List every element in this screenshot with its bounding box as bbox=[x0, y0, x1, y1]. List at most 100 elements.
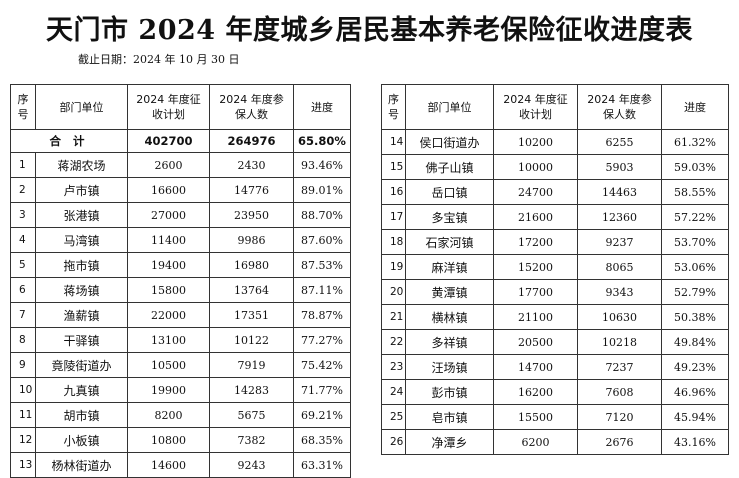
row-plan: 21100 bbox=[493, 304, 578, 330]
row-unit: 石家河镇 bbox=[405, 229, 494, 255]
row-progress: 52.79% bbox=[661, 279, 729, 305]
row-enrolled: 8065 bbox=[577, 254, 662, 280]
row-seq: 24 bbox=[381, 379, 406, 405]
row-seq: 6 bbox=[10, 277, 36, 303]
header-progress: 进度 bbox=[661, 84, 729, 130]
row-unit: 横林镇 bbox=[405, 304, 494, 330]
row-progress: 87.11% bbox=[293, 277, 351, 303]
row-unit: 岳口镇 bbox=[405, 179, 494, 205]
row-seq: 2 bbox=[10, 177, 36, 203]
row-unit: 蒋湖农场 bbox=[35, 152, 128, 178]
row-enrolled: 9343 bbox=[577, 279, 662, 305]
row-progress: 46.96% bbox=[661, 379, 729, 405]
header-plan: 2024 年度征收计划 bbox=[127, 84, 210, 130]
table-row: 26 净潭乡 6200 2676 43.16% bbox=[381, 429, 729, 455]
row-enrolled: 9986 bbox=[209, 227, 294, 253]
table-row: 5 拖市镇 19400 16980 87.53% bbox=[10, 252, 351, 278]
row-progress: 93.46% bbox=[293, 152, 351, 178]
row-seq: 3 bbox=[10, 202, 36, 228]
table-row: 24 彭市镇 16200 7608 46.96% bbox=[381, 379, 729, 405]
row-seq: 21 bbox=[381, 304, 406, 330]
row-seq: 12 bbox=[10, 427, 36, 453]
table-row: 23 汪场镇 14700 7237 49.23% bbox=[381, 354, 729, 380]
row-plan: 19900 bbox=[127, 377, 210, 403]
row-unit: 张港镇 bbox=[35, 202, 128, 228]
table-row: 20 黄潭镇 17700 9343 52.79% bbox=[381, 279, 729, 305]
row-unit: 多祥镇 bbox=[405, 329, 494, 355]
row-enrolled: 12360 bbox=[577, 204, 662, 230]
row-plan: 13100 bbox=[127, 327, 210, 353]
row-unit: 小板镇 bbox=[35, 427, 128, 453]
date-label: 截止日期：2024 年 10 月 30 日 bbox=[78, 53, 240, 66]
row-unit: 佛子山镇 bbox=[405, 154, 494, 180]
row-enrolled: 5903 bbox=[577, 154, 662, 180]
table-row: 3 张港镇 27000 23950 88.70% bbox=[10, 202, 351, 228]
row-plan: 17700 bbox=[493, 279, 578, 305]
header-unit: 部门单位 bbox=[35, 84, 128, 130]
table-row: 17 多宝镇 21600 12360 57.22% bbox=[381, 204, 729, 230]
row-seq: 17 bbox=[381, 204, 406, 230]
row-enrolled: 16980 bbox=[209, 252, 294, 278]
row-plan: 20500 bbox=[493, 329, 578, 355]
row-plan: 24700 bbox=[493, 179, 578, 205]
row-plan: 10500 bbox=[127, 352, 210, 378]
row-plan: 15200 bbox=[493, 254, 578, 280]
row-progress: 57.22% bbox=[661, 204, 729, 230]
row-enrolled: 2676 bbox=[577, 429, 662, 455]
row-unit: 竟陵街道办 bbox=[35, 352, 128, 378]
row-progress: 78.87% bbox=[293, 302, 351, 328]
row-seq: 23 bbox=[381, 354, 406, 380]
table-row: 6 蒋场镇 15800 13764 87.11% bbox=[10, 277, 351, 303]
table-header-row: 序号 部门单位 2024 年度征收计划 2024 年度参保人数 进度 bbox=[381, 84, 729, 130]
table-row: 12 小板镇 10800 7382 68.35% bbox=[10, 427, 351, 453]
row-plan: 17200 bbox=[493, 229, 578, 255]
total-plan: 402700 bbox=[127, 129, 210, 153]
row-progress: 87.53% bbox=[293, 252, 351, 278]
total-progress: 65.80% bbox=[293, 129, 351, 153]
row-enrolled: 17351 bbox=[209, 302, 294, 328]
row-plan: 10200 bbox=[493, 129, 578, 155]
row-enrolled: 10630 bbox=[577, 304, 662, 330]
row-plan: 27000 bbox=[127, 202, 210, 228]
row-plan: 15800 bbox=[127, 277, 210, 303]
row-unit: 蒋场镇 bbox=[35, 277, 128, 303]
row-seq: 11 bbox=[10, 402, 36, 428]
table-row: 9 竟陵街道办 10500 7919 75.42% bbox=[10, 352, 351, 378]
row-seq: 22 bbox=[381, 329, 406, 355]
header-unit: 部门单位 bbox=[405, 84, 494, 130]
row-unit: 九真镇 bbox=[35, 377, 128, 403]
row-unit: 马湾镇 bbox=[35, 227, 128, 253]
row-progress: 69.21% bbox=[293, 402, 351, 428]
header-plan: 2024 年度征收计划 bbox=[493, 84, 578, 130]
row-unit: 彭市镇 bbox=[405, 379, 494, 405]
row-enrolled: 10122 bbox=[209, 327, 294, 353]
row-seq: 14 bbox=[381, 129, 406, 155]
table-row: 22 多祥镇 20500 10218 49.84% bbox=[381, 329, 729, 355]
row-enrolled: 23950 bbox=[209, 202, 294, 228]
row-unit: 卢市镇 bbox=[35, 177, 128, 203]
row-plan: 21600 bbox=[493, 204, 578, 230]
row-enrolled: 2430 bbox=[209, 152, 294, 178]
table-row: 16 岳口镇 24700 14463 58.55% bbox=[381, 179, 729, 205]
row-seq: 13 bbox=[10, 452, 36, 478]
page-title: 天门市 2024 年度城乡居民基本养老保险征收进度表 bbox=[46, 15, 693, 46]
row-progress: 87.60% bbox=[293, 227, 351, 253]
row-enrolled: 7608 bbox=[577, 379, 662, 405]
row-progress: 53.06% bbox=[661, 254, 729, 280]
header-enrolled: 2024 年度参保人数 bbox=[209, 84, 294, 130]
row-enrolled: 7237 bbox=[577, 354, 662, 380]
row-enrolled: 14283 bbox=[209, 377, 294, 403]
table-row: 10 九真镇 19900 14283 71.77% bbox=[10, 377, 351, 403]
row-progress: 53.70% bbox=[661, 229, 729, 255]
row-progress: 49.84% bbox=[661, 329, 729, 355]
row-progress: 88.70% bbox=[293, 202, 351, 228]
row-enrolled: 6255 bbox=[577, 129, 662, 155]
row-unit: 净潭乡 bbox=[405, 429, 494, 455]
row-progress: 75.42% bbox=[293, 352, 351, 378]
table-row: 8 干驿镇 13100 10122 77.27% bbox=[10, 327, 351, 353]
table-row: 4 马湾镇 11400 9986 87.60% bbox=[10, 227, 351, 253]
total-enrolled: 264976 bbox=[209, 129, 294, 153]
row-seq: 4 bbox=[10, 227, 36, 253]
table-row: 15 佛子山镇 10000 5903 59.03% bbox=[381, 154, 729, 180]
row-unit: 多宝镇 bbox=[405, 204, 494, 230]
